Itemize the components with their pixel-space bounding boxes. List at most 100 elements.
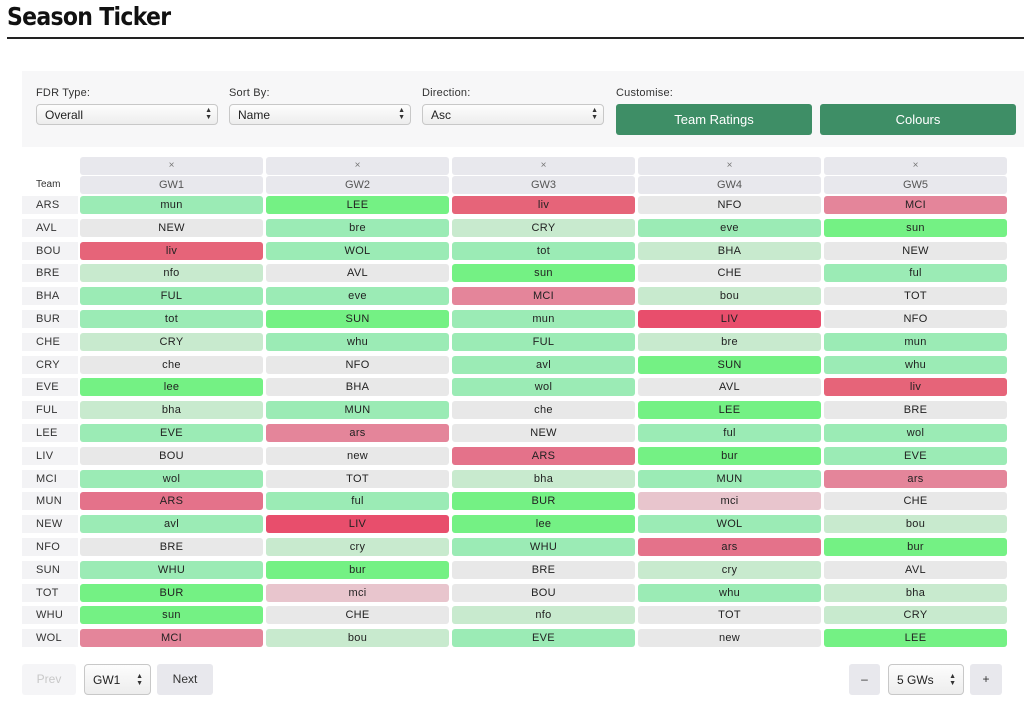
fixture-cell: FUL [80,287,263,305]
sort-by-select[interactable]: Name ▲ ▼ [229,104,411,125]
remove-gw-icon[interactable]: × [266,157,449,175]
gws-count-select[interactable]: 5 GWs ▲ ▼ [888,664,964,695]
customise-label: Customise: [616,87,674,99]
team-label: NFO [22,538,78,556]
fixture-cell: mun [80,196,263,214]
fixture-cell: mci [638,492,821,510]
fdr-type-label: FDR Type: [36,87,91,99]
fixture-cell: LIV [638,310,821,328]
fixture-cell: bou [266,629,449,647]
fixture-cell: cry [638,561,821,579]
fixture-cell: NFO [266,356,449,374]
fixture-cell: eve [266,287,449,305]
gameweek-select[interactable]: GW1 ▲ ▼ [84,664,151,695]
fixture-cell: wol [824,424,1007,442]
fixture-cell: MCI [452,287,635,305]
fixture-cell: MCI [824,196,1007,214]
fixture-cell: LEE [824,629,1007,647]
team-label: BRE [22,264,78,282]
fixture-cell: sun [80,606,263,624]
fixture-cell: CHE [824,492,1007,510]
prev-button[interactable]: Prev [22,664,76,695]
fixture-cell: NEW [452,424,635,442]
fixture-cell: AVL [824,561,1007,579]
fixture-cell: bou [638,287,821,305]
fixture-cell: CRY [452,219,635,237]
team-label: BUR [22,310,78,328]
fixture-cell: MUN [638,470,821,488]
select-arrows-icon: ▲ ▼ [398,107,405,121]
fixture-cell: BUR [452,492,635,510]
fdr-type-value: Overall [45,108,84,122]
sort-by-value: Name [238,108,271,122]
select-arrows-icon: ▲ ▼ [949,673,956,687]
fixture-cell: bha [824,584,1007,602]
fixture-cell: sun [452,264,635,282]
fixture-cell: whu [266,333,449,351]
fixture-cell: BHA [266,378,449,396]
fixture-cell: WOL [266,242,449,260]
colours-button[interactable]: Colours [820,104,1016,135]
fixture-cell: CRY [80,333,263,351]
team-label: SUN [22,561,78,579]
fixture-cell: bha [452,470,635,488]
fixture-cell: LEE [266,196,449,214]
fixture-cell: TOT [638,606,821,624]
fixture-cell: wol [80,470,263,488]
remove-gw-icon[interactable]: × [638,157,821,175]
select-arrows-icon: ▲ ▼ [591,107,598,121]
team-label: ARS [22,196,78,214]
team-label: EVE [22,378,78,396]
fixture-cell: ARS [452,447,635,465]
remove-gw-icon[interactable]: × [80,157,263,175]
fixture-cell: avl [80,515,263,533]
fixture-cell: liv [452,196,635,214]
team-label: MCI [22,470,78,488]
fixture-cell: AVL [638,378,821,396]
fixture-cell: che [452,401,635,419]
fixture-cell: liv [824,378,1007,396]
fixture-cell: eve [638,219,821,237]
next-button[interactable]: Next [157,664,213,695]
gameweek-header: GW4 [638,176,821,194]
team-ratings-button[interactable]: Team Ratings [616,104,812,135]
gws-count-value: 5 GWs [897,673,934,687]
fixture-cell: ars [638,538,821,556]
fixture-cell: tot [80,310,263,328]
fixture-cell: BHA [638,242,821,260]
team-label: FUL [22,401,78,419]
remove-gw-icon[interactable]: × [452,157,635,175]
fixture-cell: whu [824,356,1007,374]
fixture-cell: mun [452,310,635,328]
fixture-cell: LIV [266,515,449,533]
sort-by-label: Sort By: [229,87,270,99]
fixture-cell: tot [452,242,635,260]
decrease-gws-button[interactable]: – [849,664,880,695]
fixture-cell: avl [452,356,635,374]
fixture-cell: BOU [80,447,263,465]
team-column-header: Team [36,179,61,190]
team-label: BHA [22,287,78,305]
fixture-cell: EVE [452,629,635,647]
fixture-cell: ars [266,424,449,442]
fdr-type-select[interactable]: Overall ▲ ▼ [36,104,218,125]
gameweek-header: GW2 [266,176,449,194]
remove-gw-icon[interactable]: × [824,157,1007,175]
fixture-cell: bou [824,515,1007,533]
increase-gws-button[interactable]: + [970,664,1002,695]
fixture-cell: cry [266,538,449,556]
fixture-cell: BOU [452,584,635,602]
fixture-cell: lee [80,378,263,396]
team-label: TOT [22,584,78,602]
fixture-cell: sun [824,219,1007,237]
fixture-cell: FUL [452,333,635,351]
fixture-cell: AVL [266,264,449,282]
fixture-cell: bur [266,561,449,579]
fixture-cell: WHU [452,538,635,556]
fixture-cell: nfo [80,264,263,282]
team-label: MUN [22,492,78,510]
fixture-cell: BRE [80,538,263,556]
direction-select[interactable]: Asc ▲ ▼ [422,104,604,125]
fixture-cell: TOT [266,470,449,488]
direction-value: Asc [431,108,452,122]
